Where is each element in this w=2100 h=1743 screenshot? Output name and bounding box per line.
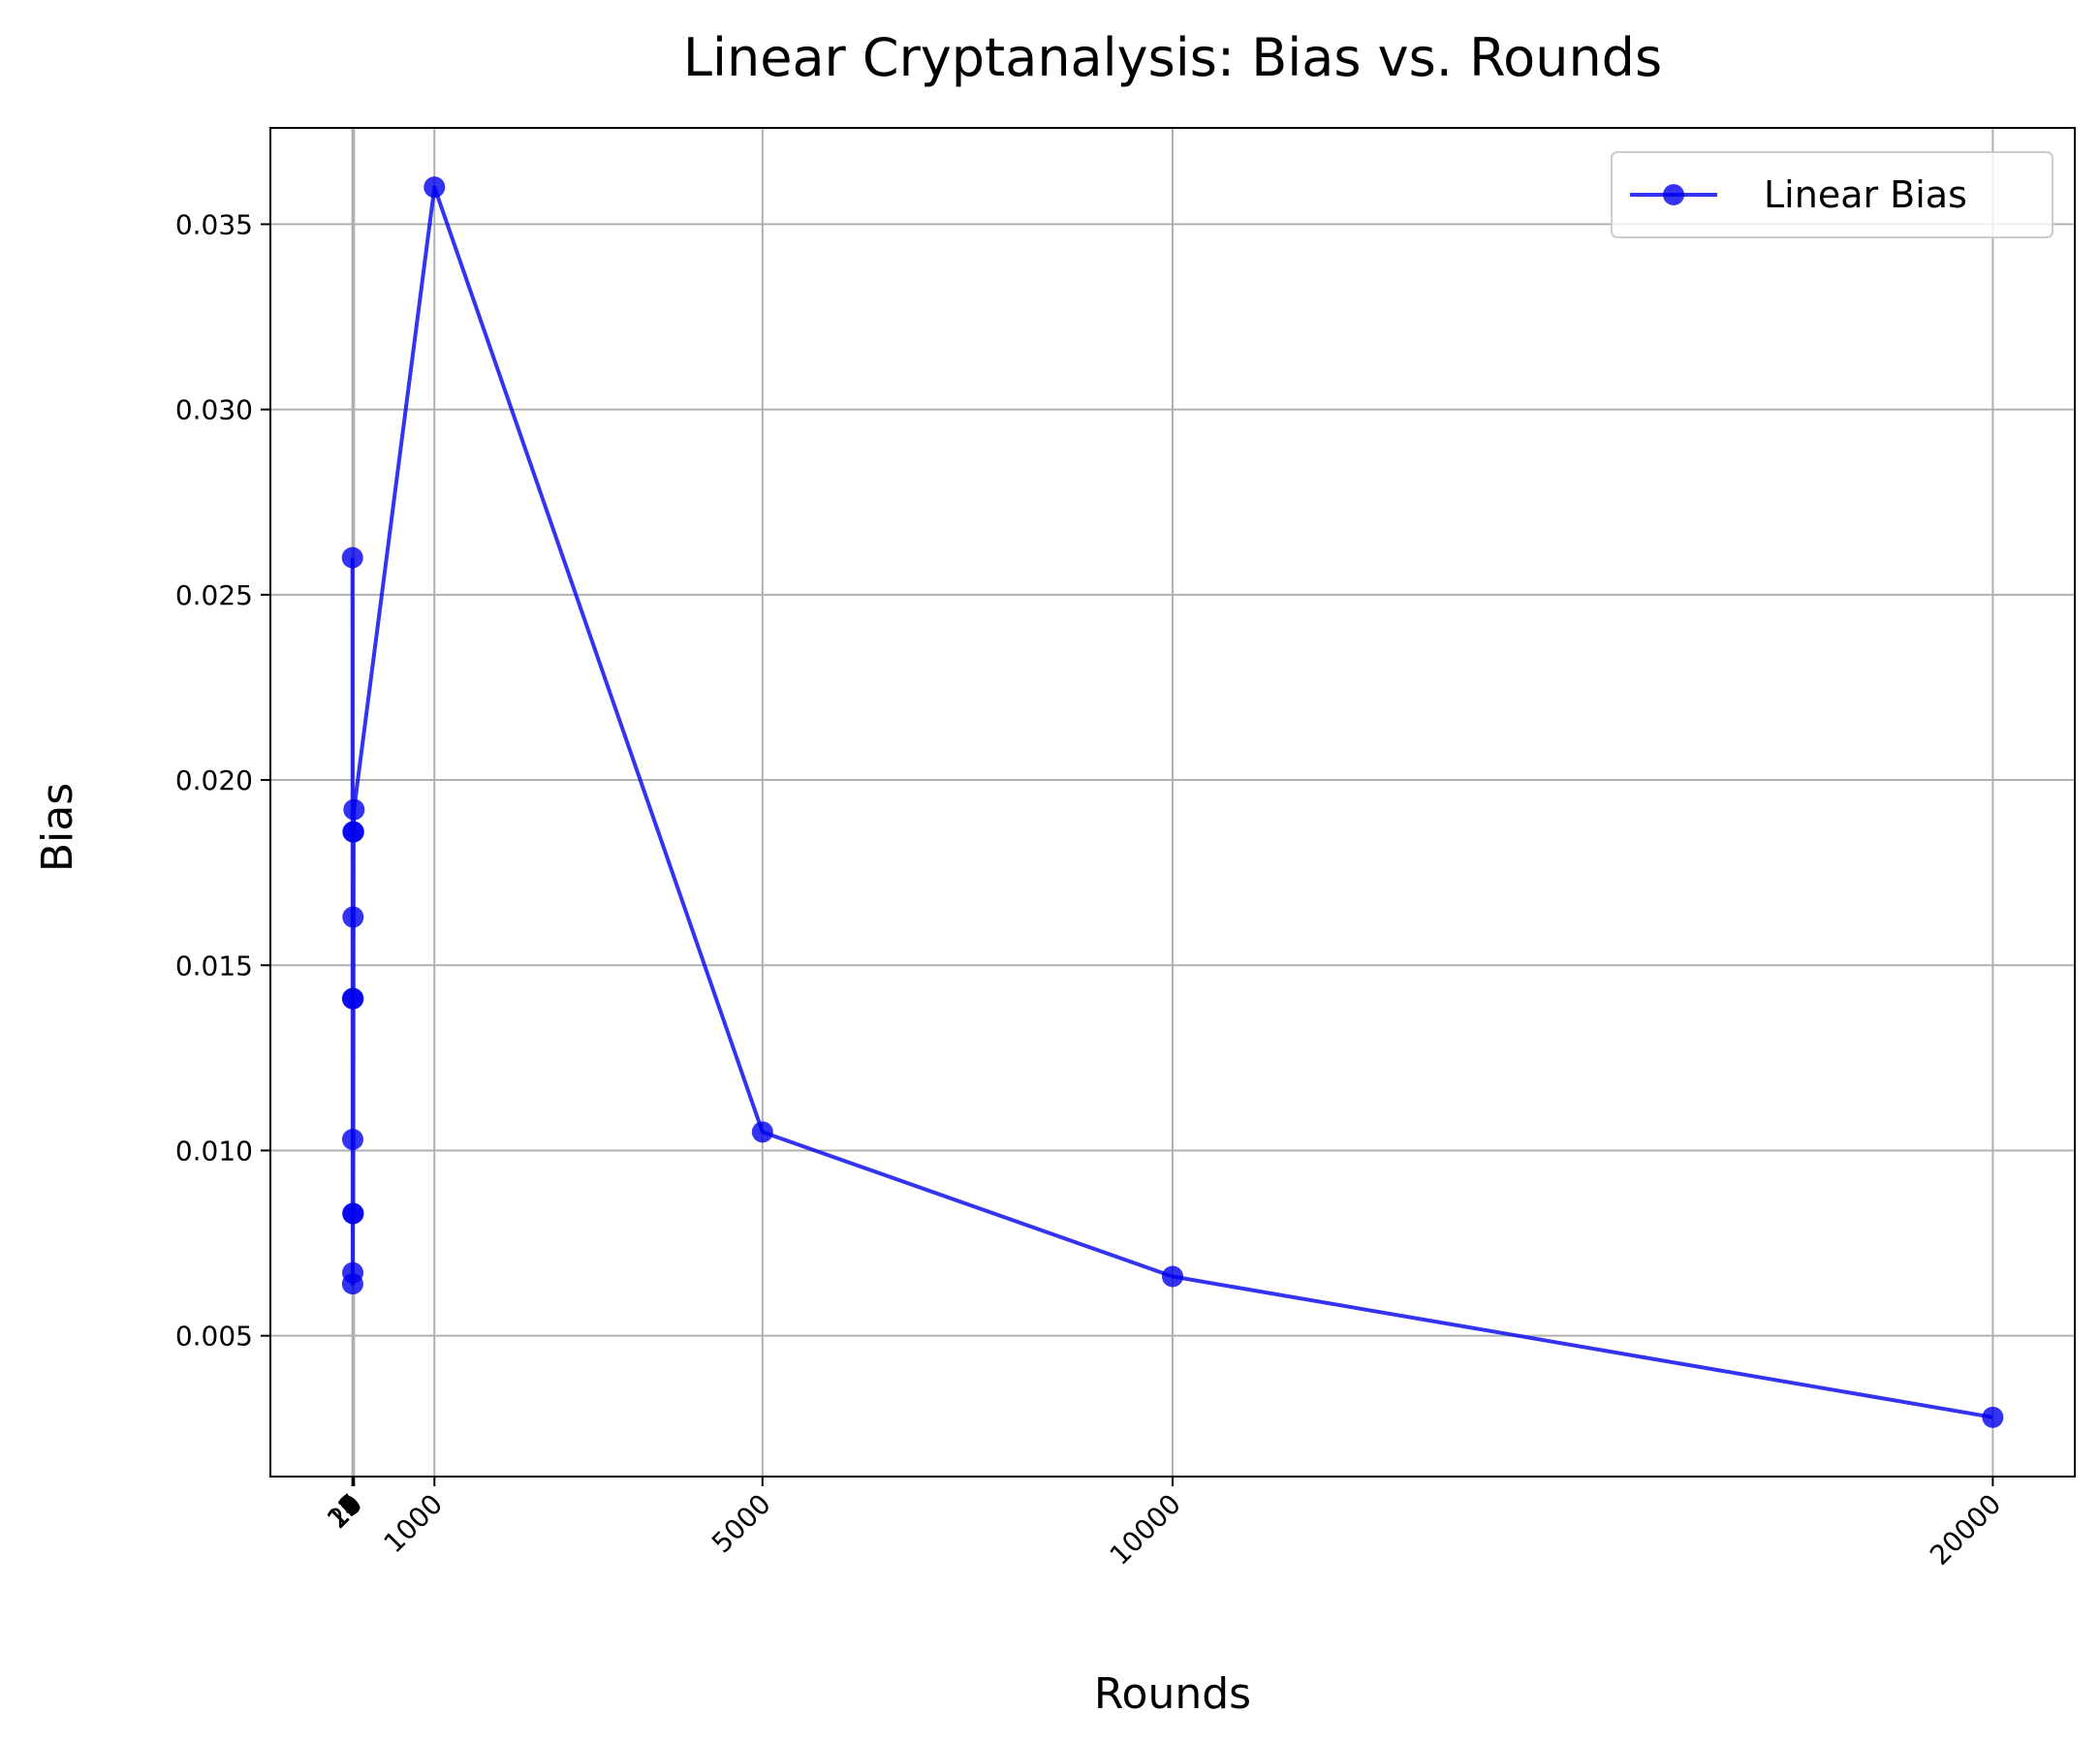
chart-title: Linear Cryptanalysis: Bias vs. Rounds	[683, 27, 1662, 88]
data-point	[751, 1121, 773, 1143]
y-axis-title: Bias	[33, 783, 82, 872]
y-tick-label: 0.005	[175, 1321, 253, 1353]
data-point	[342, 1202, 364, 1225]
y-tick-label: 0.035	[175, 208, 253, 240]
data-point	[1162, 1265, 1183, 1288]
series-layer	[341, 176, 2004, 1428]
data-point	[341, 1129, 363, 1150]
data-point	[342, 987, 364, 1010]
y-tick-label: 0.020	[175, 764, 253, 796]
x-axis-title: Rounds	[1094, 1669, 1251, 1719]
data-point	[1982, 1406, 2004, 1428]
data-point	[343, 798, 365, 821]
data-point	[341, 546, 363, 569]
data-point	[342, 821, 364, 843]
data-point	[423, 176, 446, 199]
legend-label: Linear Bias	[1764, 173, 1967, 216]
y-tick-label: 0.030	[175, 394, 253, 426]
y-tick-label: 0.015	[175, 949, 253, 981]
data-point	[342, 906, 364, 928]
y-tick-label: 0.010	[175, 1135, 253, 1167]
legend-box	[1611, 151, 2053, 238]
y-tick-label: 0.025	[175, 579, 253, 611]
data-point	[342, 1261, 364, 1284]
legend-marker-swatch	[1663, 184, 1684, 205]
legend: Linear Bias	[1611, 151, 2053, 238]
